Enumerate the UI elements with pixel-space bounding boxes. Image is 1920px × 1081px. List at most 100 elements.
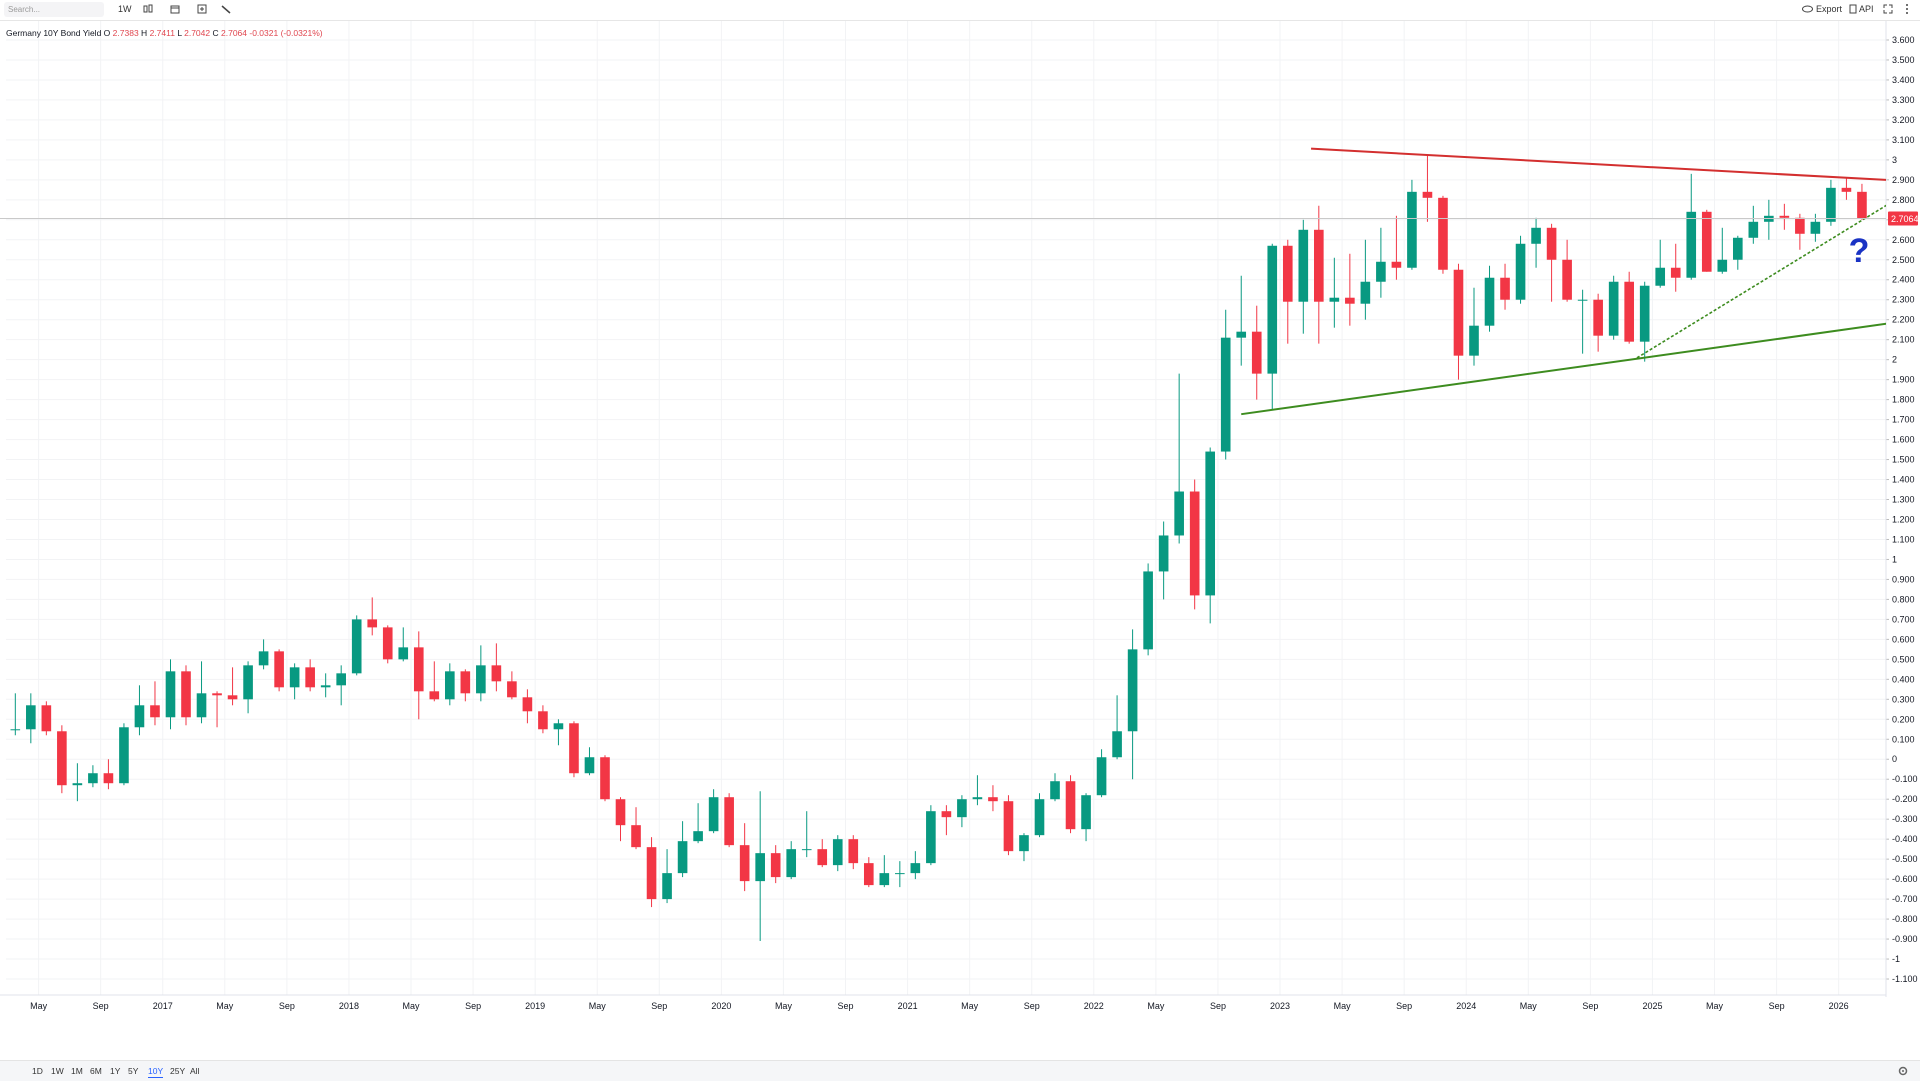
- range-button[interactable]: 1M: [71, 1066, 83, 1076]
- candle-body: [1670, 267, 1681, 278]
- candle-body: [1608, 281, 1619, 336]
- x-tick-label: 2017: [153, 1001, 173, 1011]
- y-tick-label: 0.500: [1892, 654, 1915, 664]
- y-tick-label: -0.200: [1892, 794, 1918, 804]
- candle-body: [1376, 261, 1386, 282]
- y-tick-label: 2.200: [1892, 315, 1915, 325]
- fullscreen-icon[interactable]: [1883, 4, 1893, 14]
- candle-body: [1329, 297, 1340, 302]
- interval-button[interactable]: 1W: [118, 4, 132, 14]
- candle-body: [1531, 227, 1541, 244]
- range-button[interactable]: 1W: [51, 1066, 64, 1076]
- candle-body: [1391, 261, 1402, 268]
- candle-body: [1810, 221, 1821, 234]
- candle-body: [895, 873, 905, 875]
- candle-body: [0, 699, 5, 729]
- add-indicator-icon[interactable]: [197, 4, 207, 14]
- x-tick-label: 2021: [898, 1001, 918, 1011]
- candle-body: [305, 667, 315, 688]
- x-tick-label: 2024: [1456, 1001, 1476, 1011]
- candle-body: [1050, 781, 1060, 800]
- api-icon[interactable]: [1849, 4, 1857, 14]
- candle-body: [879, 873, 890, 886]
- candle-body: [491, 665, 502, 682]
- candle-body: [351, 619, 362, 674]
- y-tick-label: 2.900: [1892, 175, 1915, 185]
- y-tick-label: 0: [1892, 754, 1897, 764]
- candle-body: [1251, 331, 1262, 374]
- y-tick-label: 1.800: [1892, 395, 1915, 405]
- menu-icon[interactable]: [1905, 3, 1909, 15]
- y-tick-label: 2.800: [1892, 195, 1915, 205]
- candle-body: [320, 685, 331, 688]
- search-box[interactable]: Search...: [4, 2, 104, 17]
- candle-body: [1065, 781, 1076, 830]
- calendar-icon[interactable]: [170, 4, 180, 14]
- candle-body: [584, 757, 595, 774]
- y-tick-label: 2: [1892, 355, 1897, 365]
- candle-body: [1624, 281, 1634, 342]
- draw-tool-icon[interactable]: [221, 4, 231, 14]
- x-tick-label: May: [30, 1001, 48, 1011]
- price-tag: [1888, 211, 1918, 226]
- range-button[interactable]: 25Y: [170, 1066, 186, 1076]
- candle-body: [1438, 197, 1448, 270]
- x-tick-label: Sep: [1024, 1001, 1040, 1011]
- candle-body: [631, 825, 641, 848]
- candle-body: [724, 797, 734, 846]
- x-tick-label: Sep: [1769, 1001, 1785, 1011]
- x-tick-label: May: [403, 1001, 421, 1011]
- candle-body: [1546, 227, 1557, 260]
- y-tick-label: 2.400: [1892, 275, 1915, 285]
- y-tick-label: 0.600: [1892, 634, 1915, 644]
- candle-body: [1314, 229, 1324, 302]
- low-key: L: [177, 28, 182, 38]
- candle-body: [1096, 757, 1107, 796]
- y-tick-label: -1.100: [1892, 974, 1918, 984]
- range-bar: 1D 1W 1M 6M 1Y 5Y 10Y 25Y All: [0, 1060, 1920, 1081]
- price-tag-label: 2.7064: [1891, 214, 1919, 224]
- x-tick-label: May: [216, 1001, 234, 1011]
- range-button[interactable]: 6M: [90, 1066, 102, 1076]
- y-tick-label: -0.100: [1892, 774, 1918, 784]
- range-button[interactable]: 10Y: [148, 1066, 164, 1078]
- candle-body: [1034, 799, 1045, 836]
- candle-body: [755, 853, 765, 882]
- x-tick-label: May: [1706, 1001, 1724, 1011]
- candle-body: [1205, 451, 1216, 596]
- x-tick-label: Sep: [465, 1001, 481, 1011]
- candle-body: [538, 711, 548, 730]
- candle-body: [569, 723, 579, 774]
- x-tick-label: Sep: [279, 1001, 295, 1011]
- candle-body: [1484, 277, 1495, 326]
- export-button[interactable]: Export: [1816, 4, 1843, 14]
- close-value: 2.7064: [221, 28, 247, 38]
- candle-body: [1236, 331, 1247, 338]
- y-tick-label: 3.300: [1892, 95, 1915, 105]
- chart-type-icon[interactable]: [143, 4, 153, 14]
- symbol-name: Germany 10Y Bond Yield: [6, 28, 102, 38]
- range-button[interactable]: 1D: [32, 1066, 43, 1076]
- open-key: O: [103, 28, 111, 38]
- candle-body: [553, 723, 564, 730]
- range-button[interactable]: All: [190, 1066, 200, 1076]
- y-tick-label: 0.800: [1892, 594, 1915, 604]
- candle-body: [88, 773, 98, 784]
- api-button[interactable]: API: [1859, 4, 1874, 14]
- x-tick-label: Sep: [1582, 1001, 1598, 1011]
- candle-body: [600, 757, 610, 800]
- y-tick-label: 0.300: [1892, 694, 1915, 704]
- candle-body: [72, 783, 83, 786]
- x-tick-label: May: [1334, 1001, 1352, 1011]
- settings-icon[interactable]: [1898, 1066, 1908, 1076]
- annotation: ?: [1849, 232, 1870, 270]
- candle-body: [972, 797, 983, 800]
- range-button[interactable]: 5Y: [128, 1066, 139, 1076]
- candle-body: [1500, 277, 1510, 300]
- close-key: C: [212, 28, 219, 38]
- candle-body: [150, 705, 160, 718]
- export-icon[interactable]: [1802, 5, 1813, 13]
- candle-body: [258, 651, 269, 666]
- range-button[interactable]: 1Y: [110, 1066, 121, 1076]
